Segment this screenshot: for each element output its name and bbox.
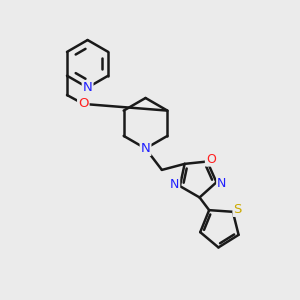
Text: N: N xyxy=(170,178,179,191)
Text: S: S xyxy=(233,203,242,216)
Text: N: N xyxy=(83,81,92,94)
Text: O: O xyxy=(206,153,216,166)
Text: O: O xyxy=(78,98,88,110)
Text: N: N xyxy=(217,177,226,190)
Text: N: N xyxy=(141,142,150,155)
